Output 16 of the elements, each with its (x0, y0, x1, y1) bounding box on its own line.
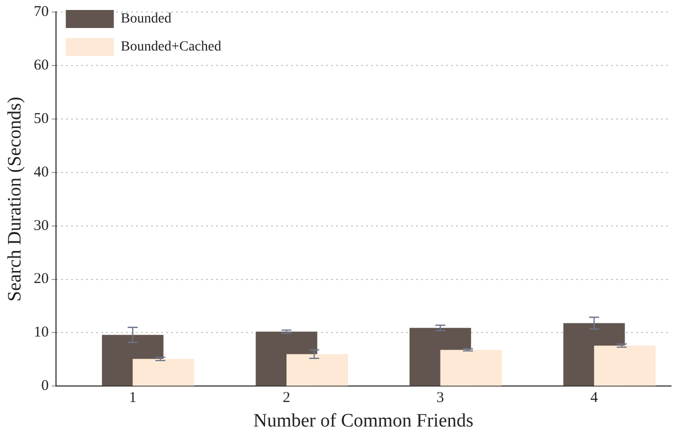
legend-label: Bounded+Cached (120, 40, 222, 55)
y-tick-label: 0 (41, 378, 49, 394)
y-tick-label: 70 (34, 4, 49, 20)
legend-label: Bounded (120, 12, 172, 27)
y-tick-label: 20 (34, 271, 49, 288)
x-tick-label: 3 (436, 390, 444, 406)
y-axis-title: Search Duration (Seconds) (4, 96, 26, 302)
y-tick-label: 60 (34, 57, 49, 74)
y-tick-label: 30 (34, 218, 49, 234)
x-tick-label: 4 (590, 390, 598, 406)
x-tick-label: 2 (282, 390, 290, 406)
x-tick-label: 1 (128, 390, 136, 406)
y-tick-label: 40 (34, 164, 49, 180)
y-tick-label: 50 (34, 110, 49, 127)
x-axis-title: Number of Common Friends (253, 410, 474, 432)
y-tick-label: 10 (34, 324, 49, 341)
